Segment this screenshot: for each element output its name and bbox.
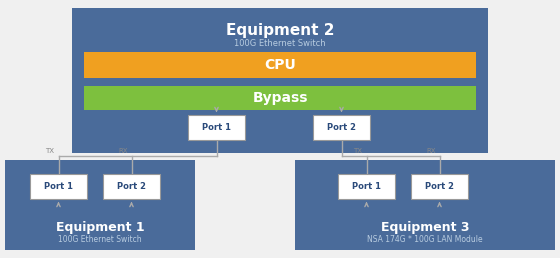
Text: Port 1: Port 1 bbox=[44, 182, 73, 191]
Bar bbox=[188, 115, 245, 140]
Bar bbox=[313, 115, 370, 140]
Bar bbox=[338, 174, 395, 199]
Text: Equipment 1: Equipment 1 bbox=[55, 222, 144, 235]
Text: Port 1: Port 1 bbox=[202, 123, 231, 132]
Text: TX: TX bbox=[45, 148, 54, 154]
Text: 100G Ethernet Switch: 100G Ethernet Switch bbox=[234, 39, 326, 49]
Text: Bypass: Bypass bbox=[252, 91, 308, 105]
Text: Equipment 3: Equipment 3 bbox=[381, 222, 469, 235]
Text: 100G Ethernet Switch: 100G Ethernet Switch bbox=[58, 236, 142, 245]
Text: Port 2: Port 2 bbox=[327, 123, 356, 132]
Text: TX: TX bbox=[353, 148, 362, 154]
Bar bbox=[411, 174, 468, 199]
Text: RX: RX bbox=[426, 148, 436, 154]
Text: RX: RX bbox=[118, 148, 128, 154]
Text: NSA 174G * 100G LAN Module: NSA 174G * 100G LAN Module bbox=[367, 236, 483, 245]
Bar bbox=[84, 86, 476, 110]
Text: Port 1: Port 1 bbox=[352, 182, 381, 191]
Bar bbox=[295, 160, 555, 250]
Text: Port 2: Port 2 bbox=[117, 182, 146, 191]
Text: Equipment 2: Equipment 2 bbox=[226, 22, 334, 37]
Bar bbox=[72, 8, 488, 153]
Bar bbox=[103, 174, 160, 199]
Text: Port 2: Port 2 bbox=[425, 182, 454, 191]
Bar bbox=[30, 174, 87, 199]
Bar bbox=[84, 52, 476, 78]
Text: CPU: CPU bbox=[264, 58, 296, 72]
Bar bbox=[5, 160, 195, 250]
